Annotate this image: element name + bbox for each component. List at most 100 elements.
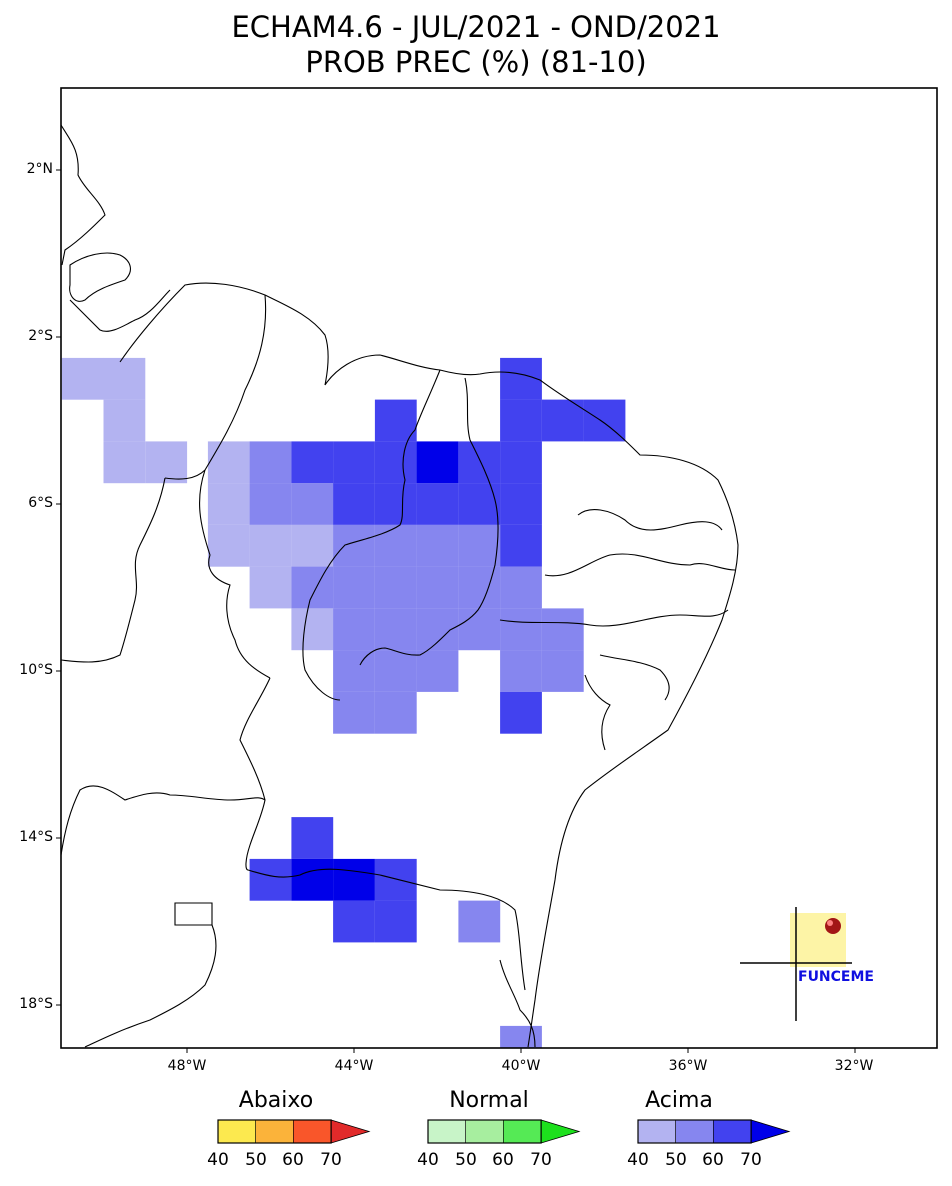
grid-cell xyxy=(541,650,584,692)
grid-cell xyxy=(500,524,542,567)
grid-cell xyxy=(207,483,250,525)
grid-cell xyxy=(541,608,584,651)
grid-cell xyxy=(103,399,146,442)
grid-cell xyxy=(207,441,250,484)
marajo-island xyxy=(69,252,131,302)
grid-cell xyxy=(416,483,459,525)
grid-cell xyxy=(249,566,292,609)
border-ceara-rn-pb xyxy=(577,509,723,531)
north-coast xyxy=(119,282,739,1048)
grid-cell xyxy=(291,858,334,901)
legend-abaixo-tick-40: 40 xyxy=(207,1150,229,1170)
legend-swatch xyxy=(675,1119,714,1144)
grid-cell xyxy=(333,441,375,484)
legend-frame xyxy=(217,1119,332,1144)
grid-cell xyxy=(291,566,334,609)
map-title-line2: PROB PREC (%) (81-10) xyxy=(305,45,647,79)
grid-cell xyxy=(333,608,375,651)
map-title-line1: ECHAM4.6 - JUL/2021 - OND/2021 xyxy=(231,10,721,44)
grid-cell xyxy=(103,357,146,400)
legend-swatch xyxy=(427,1119,467,1144)
grid-cell xyxy=(333,483,375,525)
grid-cell xyxy=(458,566,501,609)
legend-title-acima: Acima xyxy=(645,1088,713,1113)
border-to-west xyxy=(60,477,166,663)
lat-label-2s: 2°S xyxy=(28,328,53,344)
legend-extend-arrow xyxy=(330,1119,371,1144)
grid-cell xyxy=(374,608,417,651)
legend-swatch xyxy=(713,1119,752,1144)
grid-cell xyxy=(374,483,417,525)
grid-cell xyxy=(458,608,501,651)
grid-cell xyxy=(207,524,250,567)
grid-cell xyxy=(500,608,542,651)
grid-cell xyxy=(249,858,292,901)
grid-cell xyxy=(333,566,375,609)
grid-cell xyxy=(374,399,417,442)
grid-cell xyxy=(416,441,459,484)
legend-acima-tick-40: 40 xyxy=(627,1150,649,1170)
grid-cell xyxy=(500,566,542,609)
funceme-logo xyxy=(740,907,852,1021)
legend-acima-tick-50: 50 xyxy=(665,1150,687,1170)
lat-label-18s: 18°S xyxy=(19,996,53,1012)
grid-cell xyxy=(500,650,542,692)
grid-cell xyxy=(374,524,417,567)
grid-cell xyxy=(145,441,188,484)
lat-label-2n: 2°N xyxy=(26,161,53,177)
grid-cell xyxy=(374,900,417,943)
legend-swatch xyxy=(637,1119,677,1144)
grid-cell xyxy=(500,691,542,734)
border-ba-mg xyxy=(247,868,526,991)
grid-cell xyxy=(374,566,417,609)
grid-cell xyxy=(291,441,334,484)
border-mg-es xyxy=(499,959,536,1048)
grid-cell xyxy=(291,608,334,651)
legend-extend-arrow xyxy=(750,1119,791,1144)
legend-colorbars xyxy=(217,1119,791,1144)
grid-cell xyxy=(374,691,417,734)
legend-acima-tick-70: 70 xyxy=(740,1150,762,1170)
legend-normal-tick-60: 60 xyxy=(492,1150,514,1170)
grid-cell xyxy=(500,483,542,525)
grid-cell xyxy=(416,650,459,692)
legend-acima-tick-60: 60 xyxy=(702,1150,724,1170)
legend-abaixo-tick-70: 70 xyxy=(320,1150,342,1170)
legend-swatch xyxy=(465,1119,504,1144)
lat-label-10s: 10°S xyxy=(19,662,53,678)
lon-label-36w: 36°W xyxy=(668,1058,708,1074)
grid-cell xyxy=(374,858,417,901)
map-frame xyxy=(60,87,938,1049)
lon-label-32w: 32°W xyxy=(834,1058,874,1074)
lat-label-6s: 6°S xyxy=(28,495,53,511)
grid-cell xyxy=(61,357,104,400)
grid-cell xyxy=(291,483,334,525)
grid-cell xyxy=(458,900,501,943)
grid-cell xyxy=(333,524,375,567)
legend-normal-tick-40: 40 xyxy=(417,1150,439,1170)
legend-abaixo-tick-60: 60 xyxy=(282,1150,304,1170)
lon-label-40w: 40°W xyxy=(501,1058,541,1074)
border-maranhao-piaui xyxy=(302,369,441,701)
legend-extend-arrow xyxy=(540,1119,581,1144)
grid-cell xyxy=(416,566,459,609)
grid-cell xyxy=(249,441,292,484)
border-ba-se xyxy=(584,674,611,751)
border-ba-to-go xyxy=(239,677,271,871)
legend-swatch xyxy=(503,1119,542,1144)
grid-cell xyxy=(500,1025,542,1048)
legend-normal-tick-70: 70 xyxy=(530,1150,552,1170)
border-mt xyxy=(60,785,266,856)
legend-normal-tick-50: 50 xyxy=(455,1150,477,1170)
border-para-maranhao xyxy=(164,294,267,480)
grid-cell xyxy=(416,524,459,567)
grid-cell xyxy=(249,483,292,525)
coastline-and-borders xyxy=(60,124,739,1048)
lon-label-48w: 48°W xyxy=(167,1058,207,1074)
border-piaui-ceara xyxy=(359,377,499,666)
funceme-logo-text: FUNCEME xyxy=(798,969,874,985)
legend-abaixo-tick-50: 50 xyxy=(245,1150,267,1170)
axis-ticks xyxy=(56,169,856,1053)
grid-cell xyxy=(500,399,542,442)
grid-cell xyxy=(458,524,501,567)
